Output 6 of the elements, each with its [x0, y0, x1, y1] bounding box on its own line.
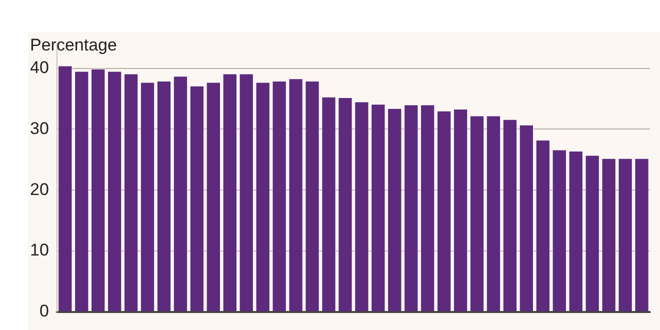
y-tick-label: 10 — [30, 240, 49, 260]
y-tick-label: 40 — [30, 58, 49, 78]
y-tick-label: 0 — [39, 301, 49, 320]
y-tick-label: 30 — [30, 118, 49, 138]
y-axis-title: Percentage — [30, 36, 117, 55]
y-tick-label: 20 — [30, 180, 49, 199]
